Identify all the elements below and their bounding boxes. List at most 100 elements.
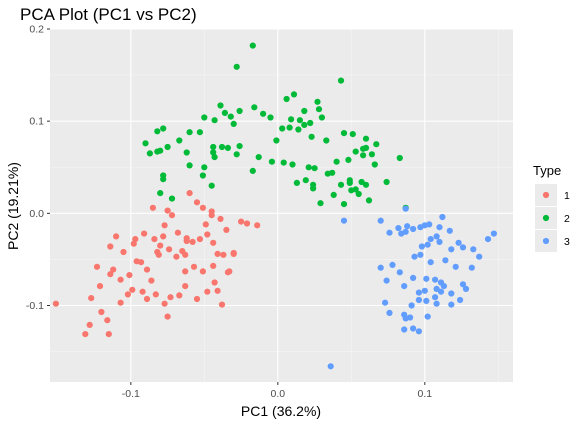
point-type-3 [484, 236, 492, 243]
point-type-3 [459, 281, 467, 288]
point-type-2 [362, 181, 370, 188]
point-type-1 [113, 233, 120, 240]
point-type-2 [233, 151, 240, 158]
point-type-3 [377, 217, 384, 224]
point-type-1 [143, 266, 151, 273]
point-type-2 [352, 148, 359, 155]
point-type-3 [432, 276, 439, 283]
point-type-3 [421, 287, 428, 294]
point-type-3 [415, 289, 422, 296]
point-type-3 [404, 223, 411, 230]
point-type-3 [437, 279, 445, 286]
point-type-1 [161, 222, 168, 229]
point-type-3 [470, 246, 477, 253]
point-type-1 [186, 190, 193, 197]
point-type-2 [383, 178, 390, 186]
y-axis-title: PC2 (19.21%) [5, 162, 21, 250]
point-type-1 [164, 207, 171, 214]
point-type-2 [360, 145, 367, 152]
point-type-2 [314, 98, 321, 105]
point-type-2 [186, 162, 193, 169]
point-type-2 [164, 143, 171, 151]
point-type-2 [337, 77, 345, 84]
point-type-2 [302, 177, 309, 184]
point-type-2 [358, 178, 365, 186]
point-type-2 [142, 140, 149, 147]
point-type-1 [141, 230, 148, 237]
point-type-1 [179, 248, 186, 255]
point-type-2 [396, 154, 403, 162]
point-type-1 [104, 317, 111, 324]
point-type-3 [427, 259, 434, 266]
point-type-1 [98, 308, 105, 316]
chart-title: PCA Plot (PC1 vs PC2) [20, 5, 197, 24]
point-type-3 [411, 253, 418, 260]
point-type-2 [211, 117, 218, 124]
point-type-1 [152, 291, 159, 298]
y-tick-label: 0.1 [29, 116, 44, 128]
point-type-2 [227, 113, 234, 120]
point-type-1 [220, 251, 227, 258]
point-type-3 [448, 290, 455, 297]
point-type-1 [238, 218, 245, 225]
legend: Type 1 2 3 [533, 163, 570, 252]
point-type-2 [236, 143, 243, 150]
point-type-1 [199, 268, 206, 275]
point-type-1 [173, 253, 180, 260]
point-type-1 [210, 239, 217, 246]
point-type-2 [268, 158, 275, 165]
point-type-2 [337, 181, 345, 188]
point-type-1 [133, 258, 140, 265]
legend-marker-1 [542, 191, 550, 199]
point-type-2 [345, 156, 352, 163]
point-type-1 [193, 295, 201, 303]
point-type-2 [249, 167, 256, 174]
point-type-1 [230, 250, 237, 257]
x-tick-label: -0.1 [122, 388, 140, 400]
point-type-3 [446, 227, 453, 234]
point-type-2 [160, 172, 167, 179]
point-type-3 [401, 326, 408, 333]
point-type-3 [415, 328, 422, 335]
point-type-3 [426, 221, 433, 228]
point-type-1 [167, 294, 174, 301]
point-type-3 [340, 217, 348, 224]
point-type-1 [174, 229, 181, 236]
point-type-2 [201, 164, 208, 171]
point-type-3 [468, 264, 475, 271]
point-type-2 [317, 200, 324, 207]
point-type-2 [315, 106, 323, 113]
point-type-1 [190, 263, 198, 270]
point-type-2 [360, 152, 367, 159]
point-type-2 [201, 114, 208, 121]
point-type-2 [346, 177, 353, 184]
point-type-2 [210, 143, 217, 151]
point-type-2 [154, 128, 161, 135]
point-type-2 [217, 102, 224, 109]
point-type-3 [457, 296, 464, 304]
point-type-2 [311, 165, 318, 172]
point-type-3 [433, 233, 440, 240]
point-type-1 [183, 237, 190, 245]
point-type-2 [236, 107, 243, 115]
point-type-1 [161, 300, 168, 307]
point-type-2 [295, 126, 302, 133]
point-type-3 [396, 269, 403, 276]
point-type-3 [415, 296, 422, 304]
point-type-1 [208, 212, 215, 219]
point-type-2 [373, 141, 380, 148]
point-type-1 [189, 238, 196, 245]
point-type-3 [423, 297, 430, 304]
point-type-1 [204, 288, 211, 295]
x-axis: -0.1 0.0 0.1 [122, 382, 432, 400]
point-type-3 [437, 288, 445, 295]
point-type-3 [476, 253, 483, 260]
y-tick-label: 0.2 [29, 24, 44, 36]
point-type-1 [143, 295, 151, 303]
point-type-2 [251, 104, 258, 111]
point-type-2 [160, 125, 167, 132]
point-type-3 [424, 241, 431, 248]
point-type-2 [286, 124, 293, 131]
point-type-1 [96, 283, 104, 290]
point-type-2 [289, 161, 296, 168]
